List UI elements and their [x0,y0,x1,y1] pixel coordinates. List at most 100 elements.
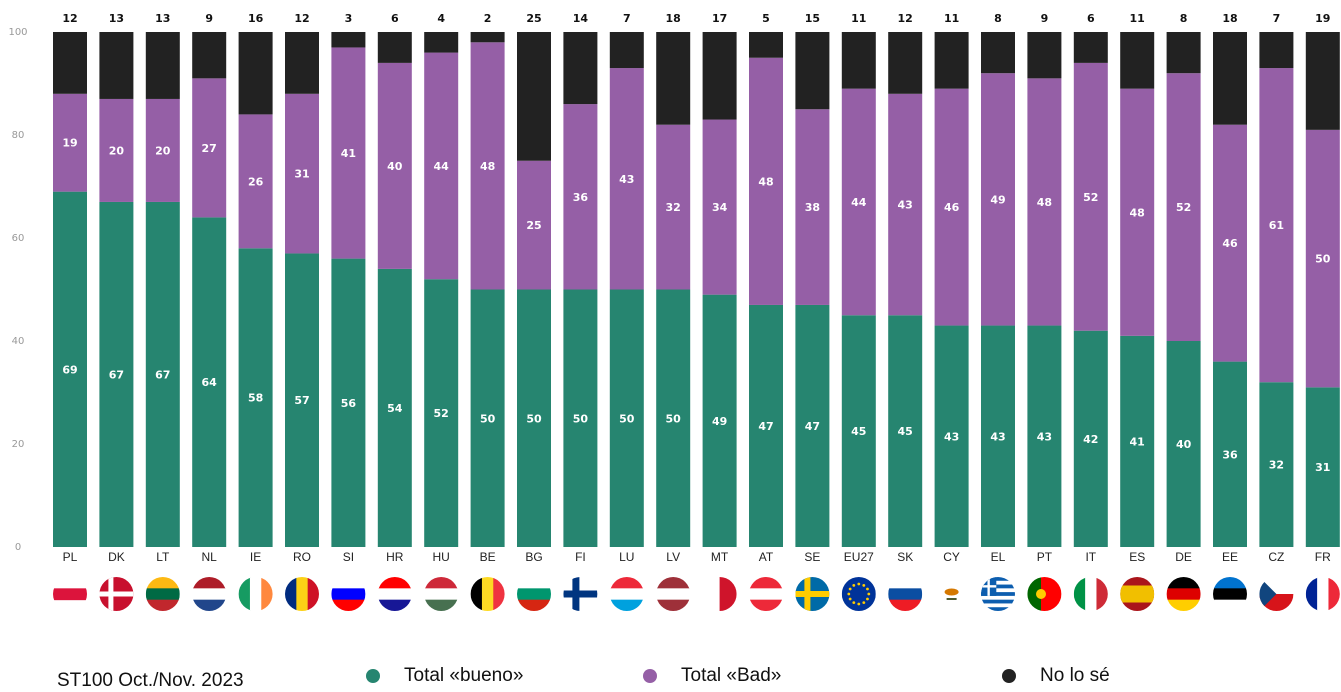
data-label: 4 [437,12,445,25]
bar-segment [934,32,969,89]
data-label: 48 [480,160,495,173]
flag-bg-icon [517,577,551,611]
bar-segment [656,289,691,547]
data-label: 25 [526,219,541,232]
category-label: RO [293,550,311,564]
flag-fi-icon [563,577,598,611]
data-label: 8 [994,12,1002,25]
data-label: 43 [1037,430,1052,443]
bar-segment [609,68,644,290]
data-label: 67 [109,368,124,381]
data-label: 26 [248,175,264,188]
category-label: SK [897,550,913,564]
flag-de-icon [1166,577,1201,611]
category-label: DE [1175,550,1192,564]
data-label: 67 [155,368,170,381]
data-label: 43 [990,430,1005,443]
flag-hu-icon [424,577,459,611]
category-label: HR [386,550,404,564]
bar-segment [1259,382,1294,547]
bar-segment [238,248,273,548]
legend-bad-label: Total «Bad» [681,665,782,686]
data-label: 52 [1083,191,1098,204]
category-label: ES [1129,550,1145,564]
flag-cz-icon [1259,577,1294,611]
bar-segment [1305,32,1340,130]
source-note: ST100 Oct./Nov. 2023 [57,670,244,691]
data-label: 12 [294,12,309,25]
data-label: 50 [666,412,682,425]
data-label: 3 [345,12,353,25]
bar-segment [99,32,134,99]
category-label: CZ [1268,550,1284,564]
data-label: 56 [341,397,357,410]
data-label: 5 [762,12,770,25]
data-label: 15 [805,12,820,25]
data-label: 6 [391,12,399,25]
bar-segment [1166,32,1201,74]
category-label: EE [1222,550,1238,564]
bar-segment [749,57,783,305]
data-label: 7 [623,12,631,25]
bar-segment [285,93,319,254]
category-label: FR [1315,550,1331,564]
bar-segment [795,109,830,305]
bar-segment [377,62,412,269]
data-label: 7 [1273,12,1281,25]
bar-segment [99,98,134,202]
flag-se-icon [795,577,830,611]
bar-segment [609,289,644,547]
data-label: 50 [480,412,496,425]
data-label: 6 [1087,12,1095,25]
data-label: 50 [573,412,589,425]
data-label: 27 [202,142,217,155]
bar-segment [470,289,505,547]
category-label: LV [666,550,680,564]
bar-segment [563,32,598,105]
data-label: 50 [1315,253,1331,266]
bar-segment [145,32,180,99]
data-label: 47 [758,420,773,433]
bar-segment [888,315,923,547]
flag-pt-icon [1027,577,1062,611]
data-label: 47 [805,420,820,433]
data-label: 13 [109,12,124,25]
bar-segment [53,32,87,94]
category-label: EU27 [844,550,874,564]
flag-el-icon [981,577,1015,611]
data-label: 34 [712,201,728,214]
category-label: PL [63,550,78,564]
bar-segment [841,32,876,89]
data-label: 2 [484,12,492,25]
data-label: 41 [1130,435,1145,448]
bar-segment [53,93,87,192]
bar-segment [285,253,319,547]
data-label: 20 [155,144,171,157]
category-label: BE [480,550,496,564]
flag-lu-icon [609,577,644,611]
legend-good-label: Total «bueno» [404,665,524,686]
data-label: 46 [944,201,960,214]
flag-mt-icon [702,577,737,611]
data-label: 43 [619,173,634,186]
flag-lt-icon [145,577,180,611]
data-label: 45 [851,425,866,438]
data-label: 48 [758,175,773,188]
data-label: 9 [1041,12,1049,25]
data-label: 52 [434,407,449,420]
legend-item-bad: Total «Bad» [643,664,781,688]
bar-segment [470,42,505,290]
flag-be-icon [470,577,505,611]
legend-bad-swatch [643,669,657,683]
category-label: NL [202,550,218,564]
bars: 691912PL672013DK672013LT64279NL582616IE5… [53,12,1340,564]
bar-segment [1213,32,1247,125]
data-label: 32 [1269,459,1284,472]
flag-sk-icon [888,577,923,611]
bar-segment [1027,32,1062,79]
flag-hr-icon [377,577,412,611]
data-label: 9 [205,12,213,25]
flag-lv-icon [656,577,691,611]
data-label: 17 [712,12,727,25]
bar-segment [656,124,691,290]
